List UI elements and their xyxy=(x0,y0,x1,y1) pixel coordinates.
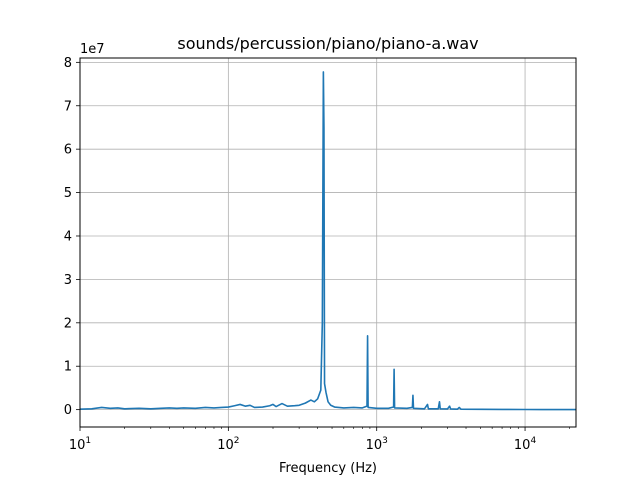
x-axis-label: Frequency (Hz) xyxy=(279,461,377,476)
y-tick-label: 6 xyxy=(64,143,72,158)
y-tick-label: 0 xyxy=(64,403,72,418)
y-axis-ticks: 0 1 2 3 4 5 6 7 8 xyxy=(64,56,80,418)
y-tick-label: 7 xyxy=(64,99,72,114)
y-axis-offset-label: 1e7 xyxy=(80,42,105,57)
chart-title: sounds/percussion/piano/piano-a.wav xyxy=(177,34,478,53)
y-tick-label: 3 xyxy=(64,273,72,288)
x-tick-exponent: 2 xyxy=(234,436,240,446)
series-layer xyxy=(79,71,577,411)
y-tick-label: 4 xyxy=(64,229,72,244)
x-tick-exponent: 3 xyxy=(382,436,388,446)
grid xyxy=(79,58,576,427)
axes-frame xyxy=(79,57,577,428)
plot-area xyxy=(80,58,576,427)
x-tick-exponent: 4 xyxy=(530,436,536,446)
y-tick-label: 1 xyxy=(64,360,72,375)
x-tick-exponent: 1 xyxy=(85,436,91,446)
y-tick-label: 8 xyxy=(64,56,72,71)
y-tick-label: 2 xyxy=(64,316,72,331)
series-line xyxy=(79,71,577,411)
y-tick-label: 5 xyxy=(64,186,72,201)
